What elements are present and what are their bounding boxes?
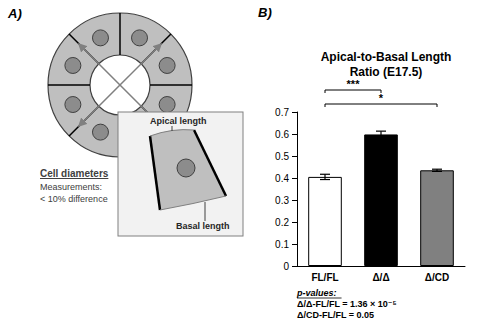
svg-text:Apical-to-Basal Length: Apical-to-Basal Length: [321, 50, 452, 64]
svg-text:0.7: 0.7: [275, 107, 289, 118]
svg-text:0.1: 0.1: [275, 239, 289, 250]
svg-text:*: *: [379, 92, 384, 104]
svg-text:Δ/CD: Δ/CD: [425, 272, 449, 283]
svg-text:0.6: 0.6: [275, 129, 289, 140]
svg-text:0.4: 0.4: [275, 173, 289, 184]
svg-text:A): A): [7, 6, 22, 21]
svg-text:Basal length: Basal length: [176, 221, 230, 231]
svg-text:0.5: 0.5: [275, 151, 289, 162]
svg-text:0: 0: [283, 261, 289, 272]
svg-text:0.3: 0.3: [275, 195, 289, 206]
svg-text:Cell diameters: Cell diameters: [40, 168, 109, 179]
svg-text:Ratio (E17.5): Ratio (E17.5): [350, 65, 423, 79]
svg-text:Δ/Δ-FL/FL = 1.36 × 10⁻⁵: Δ/Δ-FL/FL = 1.36 × 10⁻⁵: [297, 299, 397, 309]
svg-text:p-values:: p-values:: [296, 288, 337, 298]
svg-text:FL/FL: FL/FL: [311, 272, 338, 283]
svg-text:***: ***: [347, 78, 361, 90]
svg-text:< 10% difference: < 10% difference: [40, 194, 108, 204]
svg-text:B): B): [258, 5, 272, 20]
svg-text:Δ/CD-FL/FL = 0.05: Δ/CD-FL/FL = 0.05: [297, 310, 374, 320]
svg-text:Measurements:: Measurements:: [40, 182, 102, 192]
svg-text:Apical length: Apical length: [150, 116, 207, 126]
svg-text:0.2: 0.2: [275, 217, 289, 228]
svg-text:Δ/Δ: Δ/Δ: [372, 272, 389, 283]
